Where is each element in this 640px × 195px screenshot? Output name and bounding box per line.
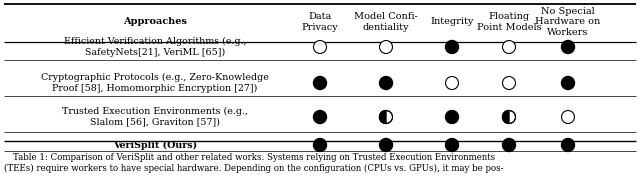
Circle shape (502, 111, 515, 123)
Circle shape (380, 41, 392, 53)
Text: Floating
Point Models: Floating Point Models (477, 12, 541, 32)
Text: Data
Privacy: Data Privacy (301, 12, 339, 32)
Circle shape (445, 76, 458, 90)
Circle shape (445, 138, 458, 152)
Circle shape (380, 76, 392, 90)
Circle shape (314, 76, 326, 90)
Wedge shape (502, 111, 509, 123)
Circle shape (380, 111, 392, 123)
Circle shape (502, 138, 515, 152)
Circle shape (380, 138, 392, 152)
Circle shape (561, 76, 575, 90)
Circle shape (561, 41, 575, 53)
Text: Cryptographic Protocols (e.g., Zero-Knowledge
Proof [58], Homomorphic Encryption: Cryptographic Protocols (e.g., Zero-Know… (41, 73, 269, 93)
Text: No Special
Hardware on
Workers: No Special Hardware on Workers (536, 7, 600, 37)
Text: Table 1: Comparison of VeriSplit and other related works. Systems relying on Tru: Table 1: Comparison of VeriSplit and oth… (4, 153, 504, 173)
Text: VeriSplit (Ours): VeriSplit (Ours) (113, 140, 197, 150)
Text: Integrity: Integrity (430, 18, 474, 27)
Text: Efficient Verification Algorithms (e.g.,
SafetyNets[21], VeriML [65]): Efficient Verification Algorithms (e.g.,… (64, 37, 246, 57)
Circle shape (445, 111, 458, 123)
Text: Approaches: Approaches (123, 18, 187, 27)
Text: Trusted Execution Environments (e.g.,
Slalom [56], Graviton [57]): Trusted Execution Environments (e.g., Sl… (62, 107, 248, 127)
Circle shape (502, 41, 515, 53)
Circle shape (561, 138, 575, 152)
Wedge shape (380, 111, 386, 123)
Circle shape (314, 138, 326, 152)
Circle shape (502, 76, 515, 90)
Circle shape (314, 111, 326, 123)
Circle shape (314, 41, 326, 53)
Circle shape (445, 41, 458, 53)
Circle shape (561, 111, 575, 123)
Text: Model Confi-
dentiality: Model Confi- dentiality (354, 12, 418, 32)
